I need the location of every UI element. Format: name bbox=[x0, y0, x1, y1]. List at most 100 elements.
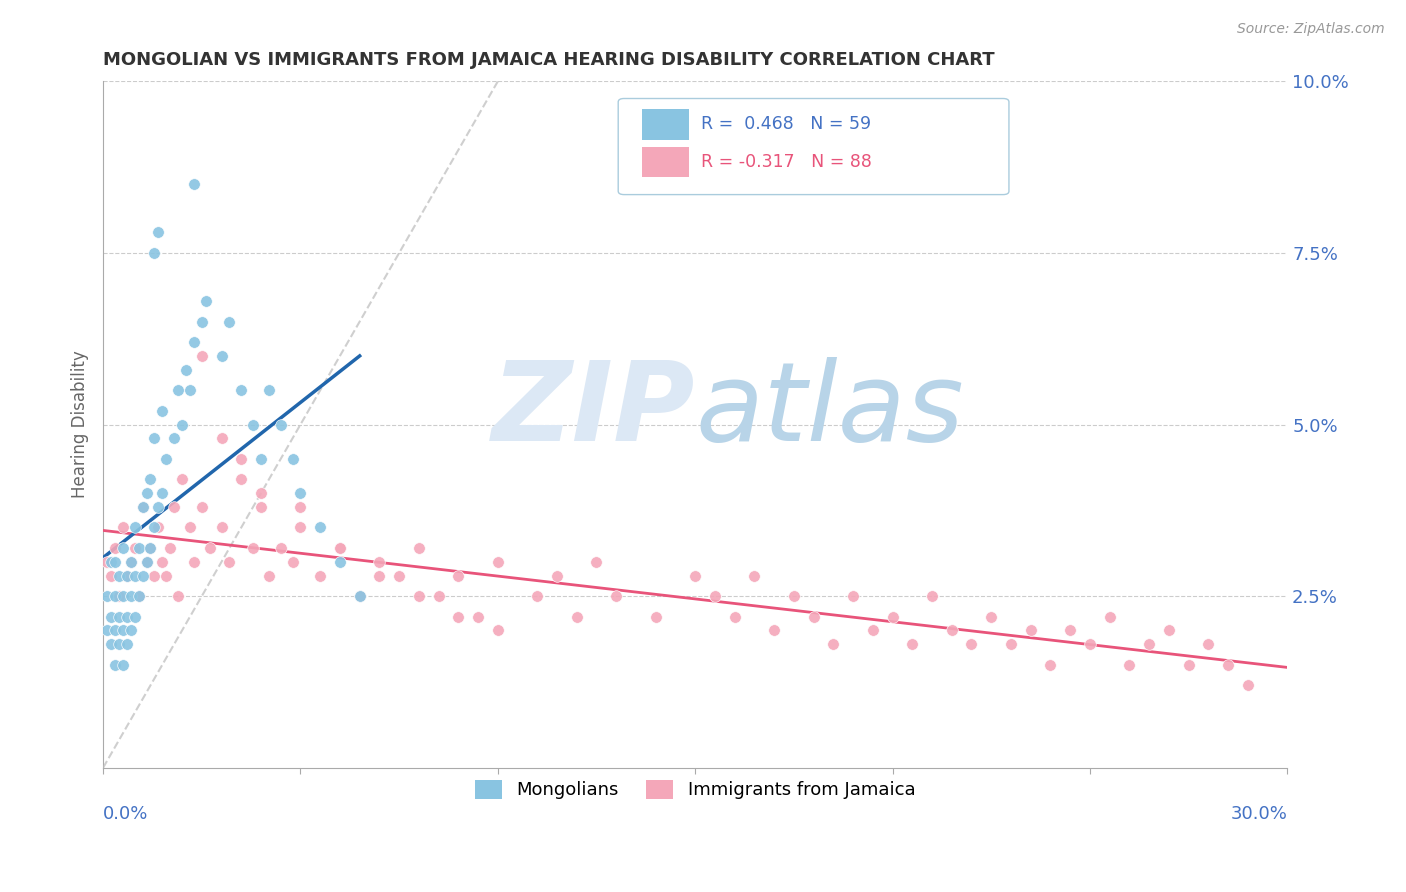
Point bbox=[104, 589, 127, 603]
Point bbox=[486, 555, 509, 569]
Point bbox=[823, 637, 845, 651]
Point bbox=[257, 383, 280, 397]
Text: R =  0.468   N = 59: R = 0.468 N = 59 bbox=[702, 115, 872, 133]
Point bbox=[120, 624, 142, 638]
Point bbox=[104, 657, 127, 672]
Point bbox=[183, 178, 205, 192]
Point bbox=[290, 500, 312, 514]
Point bbox=[124, 609, 146, 624]
Point bbox=[111, 589, 134, 603]
Point bbox=[980, 609, 1002, 624]
Point bbox=[120, 589, 142, 603]
Point bbox=[183, 335, 205, 350]
Point bbox=[167, 383, 190, 397]
Point bbox=[211, 520, 233, 534]
Point bbox=[803, 609, 825, 624]
Point bbox=[111, 541, 134, 555]
Point bbox=[143, 520, 166, 534]
Point bbox=[131, 500, 153, 514]
Point bbox=[526, 589, 548, 603]
Point bbox=[218, 555, 240, 569]
Point bbox=[96, 624, 118, 638]
Point bbox=[250, 451, 273, 466]
Point bbox=[211, 431, 233, 445]
Point bbox=[763, 624, 786, 638]
Point bbox=[100, 568, 122, 582]
Point bbox=[191, 500, 214, 514]
Point bbox=[281, 555, 304, 569]
Point bbox=[1019, 624, 1042, 638]
Point bbox=[882, 609, 904, 624]
Point bbox=[290, 520, 312, 534]
Point bbox=[124, 520, 146, 534]
Point bbox=[139, 541, 162, 555]
FancyBboxPatch shape bbox=[643, 146, 689, 178]
Point bbox=[1197, 637, 1219, 651]
Point bbox=[155, 451, 177, 466]
Point bbox=[368, 568, 391, 582]
Point bbox=[128, 541, 150, 555]
Text: MONGOLIAN VS IMMIGRANTS FROM JAMAICA HEARING DISABILITY CORRELATION CHART: MONGOLIAN VS IMMIGRANTS FROM JAMAICA HEA… bbox=[103, 51, 995, 69]
Point bbox=[104, 541, 127, 555]
Point bbox=[174, 362, 197, 376]
Point bbox=[100, 555, 122, 569]
Point bbox=[901, 637, 924, 651]
Point bbox=[128, 589, 150, 603]
Point bbox=[120, 555, 142, 569]
FancyBboxPatch shape bbox=[619, 98, 1010, 194]
Point bbox=[143, 246, 166, 260]
Point bbox=[1216, 657, 1239, 672]
Point bbox=[1118, 657, 1140, 672]
Point bbox=[231, 451, 253, 466]
Point bbox=[257, 568, 280, 582]
Point bbox=[111, 657, 134, 672]
Point bbox=[115, 568, 138, 582]
Point bbox=[783, 589, 806, 603]
Point bbox=[96, 589, 118, 603]
Point bbox=[131, 568, 153, 582]
Point bbox=[1177, 657, 1199, 672]
Point bbox=[150, 404, 173, 418]
Point bbox=[862, 624, 884, 638]
Point bbox=[191, 349, 214, 363]
Point bbox=[290, 486, 312, 500]
Point bbox=[104, 555, 127, 569]
Legend: Mongolians, Immigrants from Jamaica: Mongolians, Immigrants from Jamaica bbox=[468, 773, 922, 806]
Point bbox=[96, 555, 118, 569]
Point bbox=[1059, 624, 1081, 638]
Point bbox=[447, 609, 470, 624]
Text: Source: ZipAtlas.com: Source: ZipAtlas.com bbox=[1237, 22, 1385, 37]
Point bbox=[270, 541, 292, 555]
Point bbox=[546, 568, 568, 582]
Point bbox=[143, 431, 166, 445]
Text: atlas: atlas bbox=[695, 358, 963, 465]
Point bbox=[1000, 637, 1022, 651]
Point bbox=[100, 609, 122, 624]
Point bbox=[1137, 637, 1160, 651]
Point bbox=[170, 472, 193, 486]
Point bbox=[368, 555, 391, 569]
Point bbox=[179, 383, 201, 397]
Point bbox=[1078, 637, 1101, 651]
Point bbox=[467, 609, 489, 624]
Text: R = -0.317   N = 88: R = -0.317 N = 88 bbox=[702, 153, 872, 171]
Point bbox=[211, 349, 233, 363]
Point bbox=[960, 637, 983, 651]
Point bbox=[349, 589, 371, 603]
Point bbox=[159, 541, 181, 555]
Point bbox=[231, 383, 253, 397]
Point bbox=[349, 589, 371, 603]
Point bbox=[605, 589, 627, 603]
Point bbox=[329, 555, 352, 569]
Point bbox=[167, 589, 190, 603]
Point bbox=[250, 486, 273, 500]
Point bbox=[250, 500, 273, 514]
Point bbox=[427, 589, 450, 603]
Point bbox=[135, 555, 157, 569]
Point bbox=[104, 624, 127, 638]
Point bbox=[124, 568, 146, 582]
Point bbox=[179, 520, 201, 534]
Point bbox=[139, 541, 162, 555]
Point bbox=[148, 225, 170, 239]
Point bbox=[242, 541, 264, 555]
